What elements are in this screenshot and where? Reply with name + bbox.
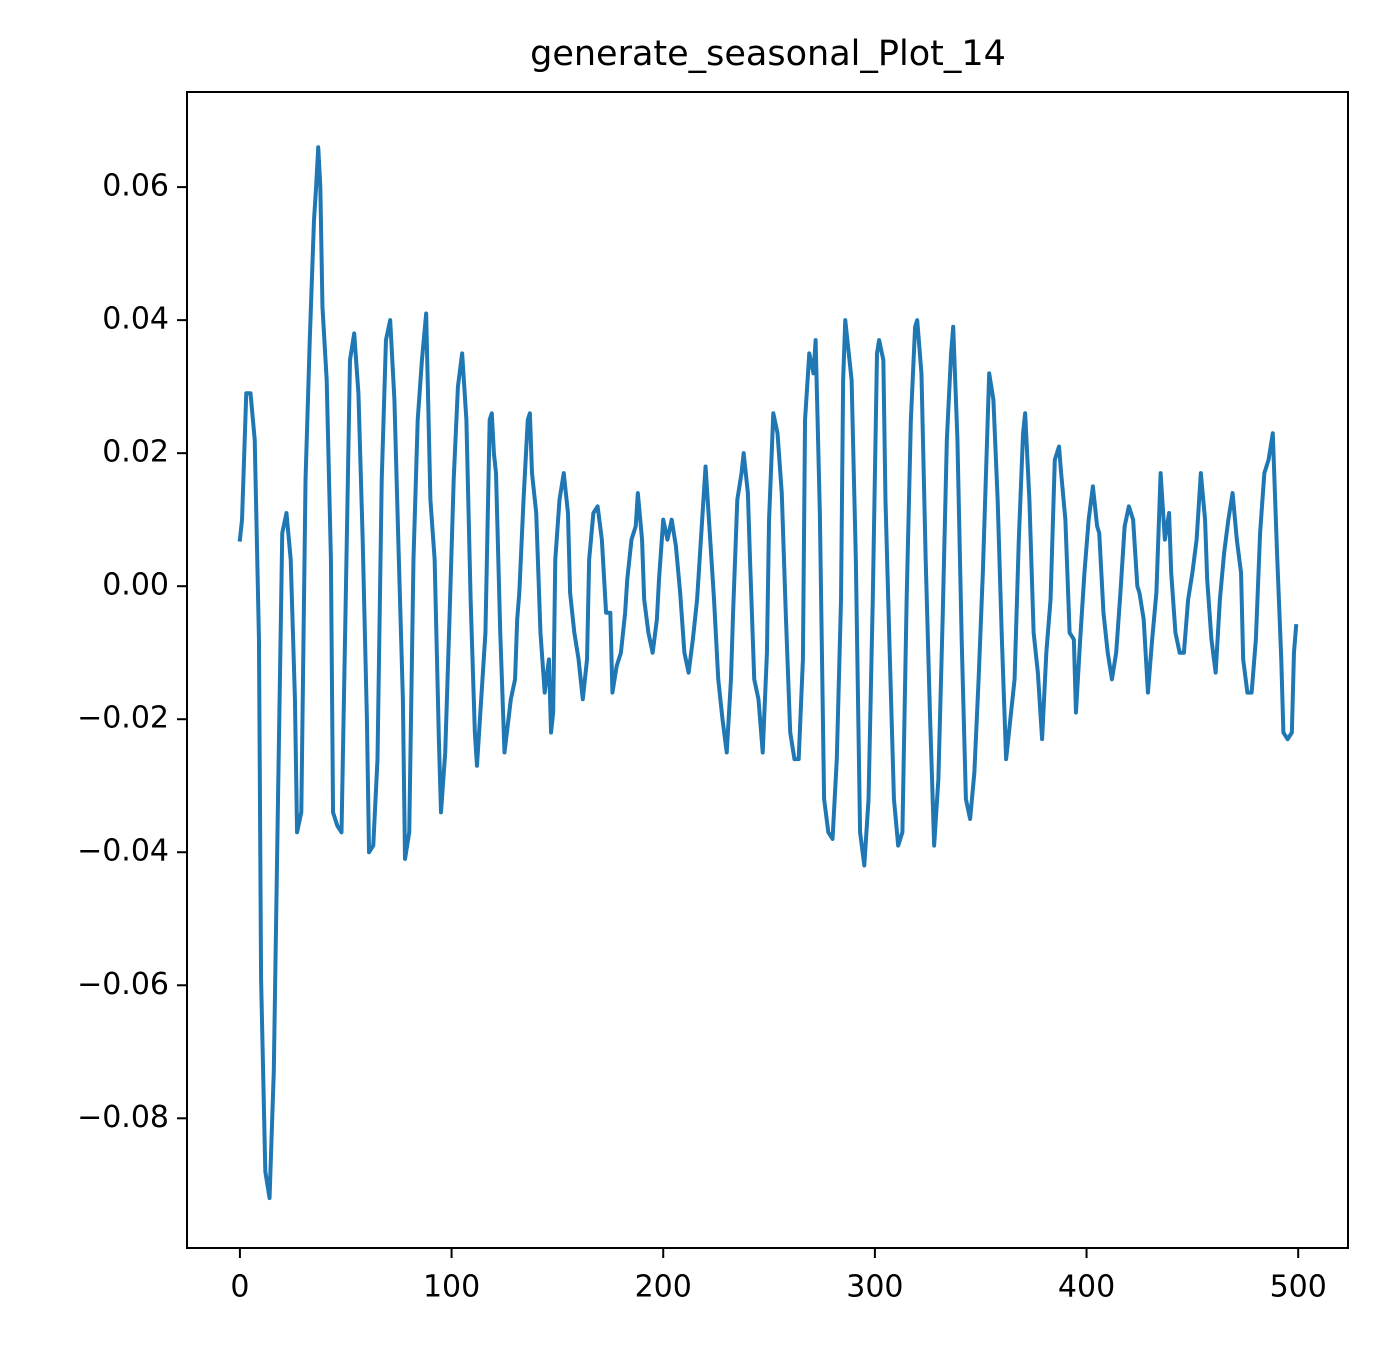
y-tick-label: −0.02 bbox=[77, 701, 169, 736]
y-tick-label: 0.06 bbox=[102, 169, 169, 204]
x-tick-label: 0 bbox=[230, 1270, 249, 1305]
y-tick-label: 0.02 bbox=[102, 435, 169, 470]
x-tick-label: 100 bbox=[423, 1270, 480, 1305]
y-tick-label: −0.06 bbox=[77, 967, 169, 1002]
x-tick-label: 500 bbox=[1270, 1270, 1327, 1305]
y-tick-label: 0.04 bbox=[102, 302, 169, 337]
x-tick-label: 300 bbox=[846, 1270, 903, 1305]
x-tick-label: 200 bbox=[635, 1270, 692, 1305]
plot-frame bbox=[186, 91, 1349, 1249]
y-tick-label: 0.00 bbox=[102, 568, 169, 603]
data-line bbox=[237, 145, 1299, 1201]
y-tick-label: −0.04 bbox=[77, 834, 169, 869]
chart-title: generate_seasonal_Plot_14 bbox=[530, 34, 1006, 74]
y-tick-label: −0.08 bbox=[77, 1100, 169, 1135]
x-tick-label: 400 bbox=[1058, 1270, 1115, 1305]
